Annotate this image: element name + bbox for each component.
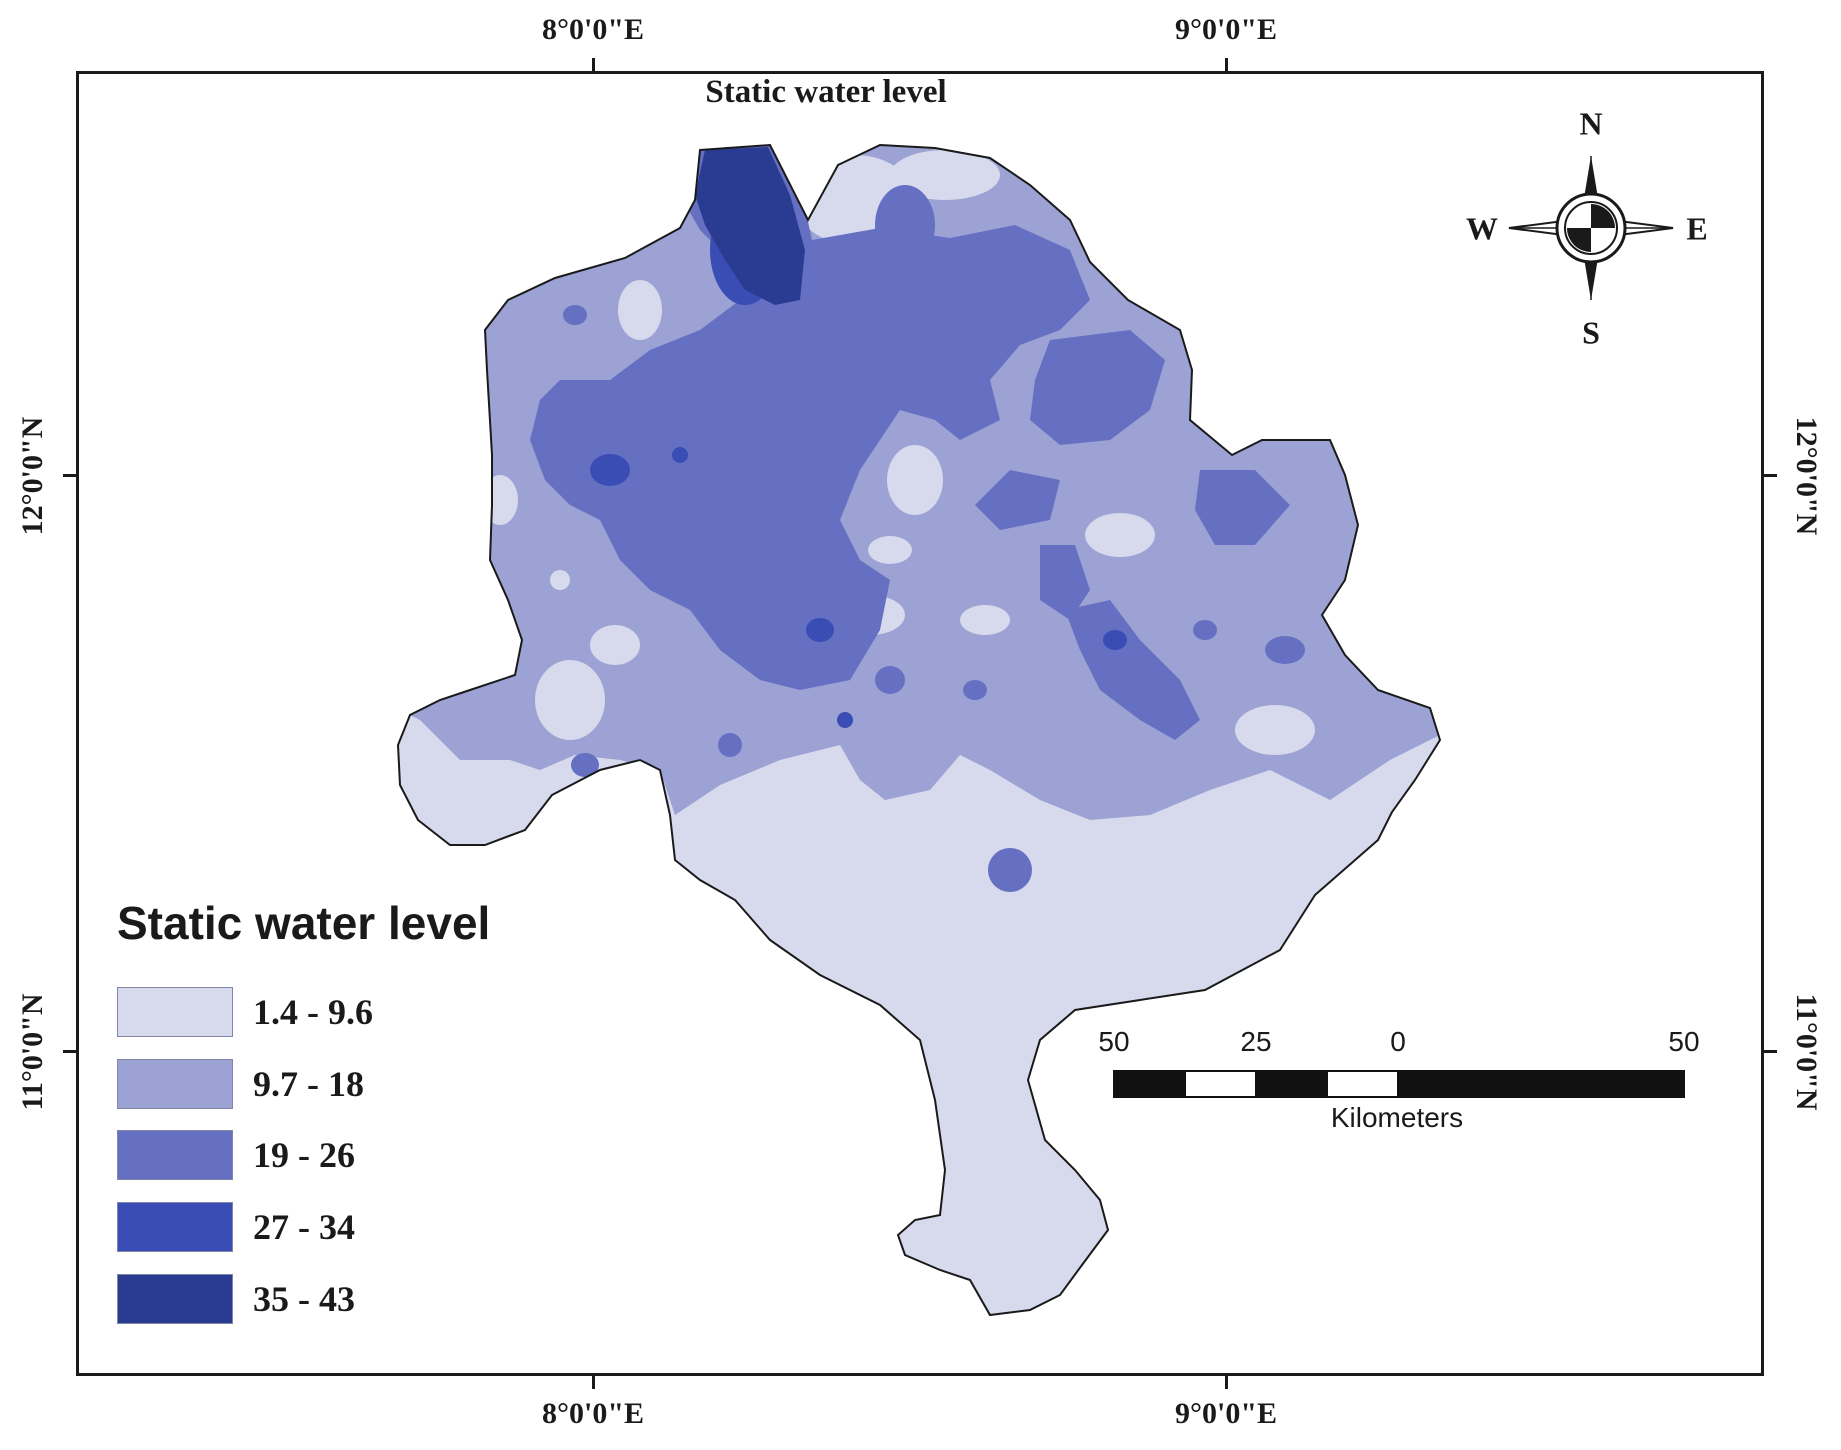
tick-right-11n xyxy=(1764,1050,1777,1053)
legend-item: 19 - 26 xyxy=(117,1129,355,1181)
map-frame xyxy=(76,71,1764,1376)
legend-swatch xyxy=(117,987,233,1037)
lon-label-top-8e: 8°0'0"E xyxy=(542,13,644,46)
legend-title: Static water level xyxy=(117,897,491,949)
legend-label: 19 - 26 xyxy=(253,1135,355,1175)
legend-swatch xyxy=(117,1130,233,1180)
scale-tick-label: 0 xyxy=(1390,1026,1406,1057)
tick-top-9e xyxy=(1225,58,1228,71)
compass-north-label: N xyxy=(1579,105,1603,142)
tick-right-12n xyxy=(1764,474,1777,477)
scale-bar xyxy=(1113,1070,1685,1098)
tick-top-8e xyxy=(592,58,595,71)
scale-tick-label: 50 xyxy=(1668,1026,1700,1057)
legend-item: 1.4 - 9.6 xyxy=(117,986,373,1038)
compass-east-label: E xyxy=(1686,210,1708,247)
compass-west-label: W xyxy=(1466,210,1498,247)
legend-item: 35 - 43 xyxy=(117,1273,355,1325)
legend-label: 27 - 34 xyxy=(253,1207,355,1247)
legend-label: 9.7 - 18 xyxy=(253,1064,364,1104)
legend-label: 1.4 - 9.6 xyxy=(253,992,373,1032)
tick-bottom-8e xyxy=(592,1376,595,1389)
compass-south-label: S xyxy=(1582,314,1600,351)
class-5-areas xyxy=(695,147,805,305)
legend-item: 9.7 - 18 xyxy=(117,1058,364,1110)
scale-unit-label: Kilometers xyxy=(1330,1102,1464,1133)
tick-left-12n xyxy=(63,474,76,477)
legend-item: 27 - 34 xyxy=(117,1201,355,1253)
lon-label-bottom-8e: 8°0'0"E xyxy=(542,1397,644,1430)
tick-bottom-9e xyxy=(1225,1376,1228,1389)
map-title: Static water level xyxy=(705,74,947,110)
class-3-areas xyxy=(530,145,1305,892)
class-1-patches xyxy=(482,150,1315,755)
legend-swatch xyxy=(117,1274,233,1324)
north-arrow-icon xyxy=(1508,156,1674,300)
scale-tick-label: 25 xyxy=(1240,1026,1272,1057)
tick-left-11n xyxy=(63,1050,76,1053)
scale-tick-label: 50 xyxy=(1098,1026,1130,1057)
legend-label: 35 - 43 xyxy=(253,1279,355,1319)
lon-label-bottom-9e: 9°0'0"E xyxy=(1175,1397,1277,1430)
legend-swatch xyxy=(117,1059,233,1109)
lon-label-top-9e: 9°0'0"E xyxy=(1175,13,1277,46)
legend-swatch xyxy=(117,1202,233,1252)
